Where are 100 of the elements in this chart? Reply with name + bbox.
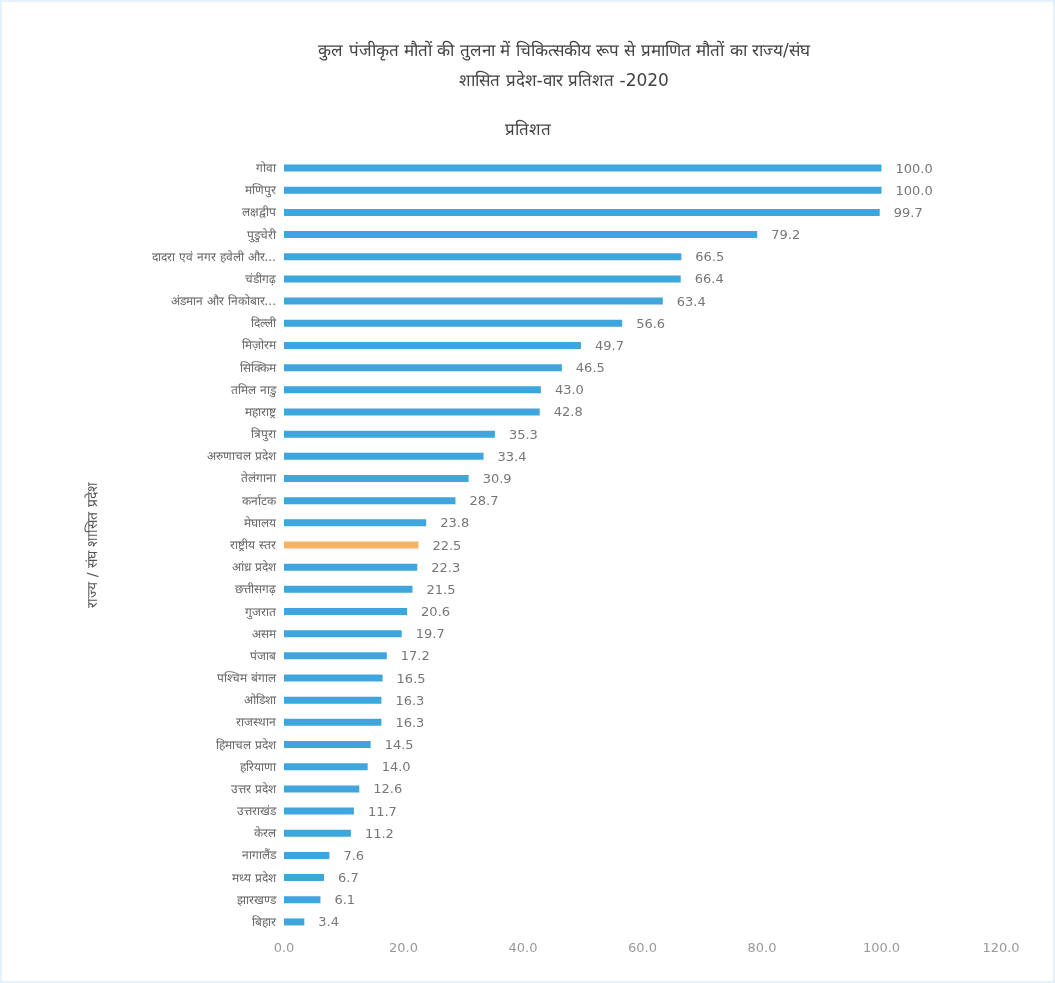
x-tick-label: 0.0 (273, 940, 295, 955)
bar (284, 874, 325, 882)
x-tick-label: 80.0 (747, 940, 777, 955)
y-tick-label: बिहार (252, 914, 277, 929)
y-tick-label: तेलंगाना (241, 471, 277, 486)
y-tick-label: राष्ट्रीय स्तर (230, 538, 277, 552)
bar (284, 364, 562, 372)
bar (284, 763, 368, 771)
data-label: 22.3 (431, 559, 461, 575)
y-tick-label: छत्तीसगढ़ (235, 582, 276, 597)
y-tick-label: चंडीगढ़ (245, 271, 276, 286)
y-tick-label: पंजाब (250, 648, 277, 663)
y-tick-label: केरल (254, 826, 277, 841)
data-label: 49.7 (594, 337, 624, 353)
y-tick-label: गुजरात (245, 604, 277, 620)
x-tick-label: 20.0 (389, 940, 418, 955)
bar (284, 608, 408, 616)
bar (284, 319, 623, 327)
bar (284, 231, 758, 239)
data-label: 21.5 (426, 581, 456, 597)
data-label: 17.2 (400, 648, 430, 664)
bar (284, 652, 387, 660)
x-tick-label: 120.0 (982, 940, 1020, 955)
data-label: 100.0 (895, 182, 933, 198)
y-tick-label: महाराष्ट्र (245, 404, 277, 419)
y-tick-label: दादरा एवं नगर हवेली और... (152, 249, 276, 264)
data-label: 28.7 (469, 493, 499, 509)
bar (284, 807, 354, 815)
y-tick-label: सिक्किम (240, 360, 277, 375)
bar (284, 497, 456, 505)
y-tick-label: उत्तर प्रदेश (231, 781, 277, 796)
y-tick-label: मध्य प्रदेश (232, 870, 277, 885)
bar (284, 563, 418, 571)
data-label: 30.9 (482, 470, 512, 486)
data-label: 35.3 (508, 426, 538, 442)
chart-subtitle: प्रतिशत (504, 118, 551, 139)
data-label: 11.7 (367, 803, 397, 819)
data-label: 14.5 (384, 737, 414, 753)
y-tick-label: झारखण्ड (237, 892, 277, 907)
bar (284, 164, 882, 172)
y-tick-label: पश्चिम बंगाल (217, 671, 277, 686)
data-label: 11.2 (364, 825, 394, 841)
data-label: 6.7 (338, 870, 359, 886)
y-tick-label: नागालैंड (242, 848, 277, 863)
data-label: 20.6 (421, 604, 451, 620)
data-label: 3.4 (318, 914, 339, 930)
y-tick-label: हरियाणा (240, 759, 277, 774)
bar (284, 430, 495, 438)
bar (284, 519, 427, 527)
bar (284, 829, 351, 837)
y-tick-label: असम (252, 626, 277, 641)
y-tick-label: मणिपुर (245, 183, 277, 199)
bar (284, 253, 682, 261)
data-label: 16.3 (395, 692, 425, 708)
y-tick-label: तमिल नाडु (231, 382, 277, 398)
bar (284, 851, 330, 859)
bar (284, 785, 360, 793)
bar (284, 275, 681, 283)
y-tick-label: अंडमान और निकोबार... (170, 294, 276, 309)
data-label: 6.1 (334, 892, 356, 908)
bar (284, 718, 382, 726)
bar (284, 186, 882, 194)
bar (284, 918, 305, 926)
data-label: 22.5 (432, 537, 462, 553)
data-label: 14.0 (381, 759, 411, 775)
bar (284, 474, 469, 482)
y-tick-label: राजस्थान (236, 715, 276, 730)
data-label: 33.4 (497, 448, 527, 464)
bar (284, 674, 383, 682)
y-tick-label: त्रिपुरा (251, 427, 277, 443)
y-tick-label: हिमाचल प्रदेश (216, 737, 277, 752)
data-label: 56.6 (636, 315, 666, 331)
chart-title: कुल पंजीकृत मौतों की तुलना में चिकित्सकीय रूप से प्रमाणित मौतों का राज्य/संघ शासित प्रदेश-वार प्रतिशत -2020 (318, 40, 811, 90)
data-label: 7.6 (343, 847, 365, 863)
y-tick-label: कर्नाटक (242, 493, 277, 508)
bar (284, 208, 880, 216)
y-tick-label: ओडिशा (244, 693, 277, 708)
data-label: 16.3 (395, 714, 425, 730)
data-label: 23.8 (440, 515, 470, 531)
data-label: 19.7 (415, 626, 445, 642)
x-tick-label: 40.0 (508, 940, 538, 955)
bar (284, 585, 413, 593)
x-tick-label: 60.0 (628, 940, 657, 955)
bar (284, 297, 663, 305)
data-label: 66.5 (695, 249, 725, 265)
y-tick-label: अरुणाचल प्रदेश (207, 449, 277, 464)
y-tick-label: आंध्र प्रदेश (232, 560, 277, 575)
y-tick-label: गोवा (256, 161, 277, 176)
y-axis-title: राज्य / संघ शासित प्रदेश (84, 482, 100, 608)
data-label: 42.8 (553, 404, 583, 420)
data-label: 99.7 (893, 204, 923, 220)
y-tick-label: लक्षद्वीप (242, 205, 276, 220)
bar (284, 408, 540, 416)
bar (284, 452, 484, 460)
bar (284, 696, 382, 704)
y-tick-label: पुडुचेरी (247, 227, 277, 243)
bar (284, 630, 402, 638)
bar (284, 741, 371, 749)
data-label: 43.0 (554, 382, 584, 398)
data-label: 46.5 (575, 360, 605, 376)
